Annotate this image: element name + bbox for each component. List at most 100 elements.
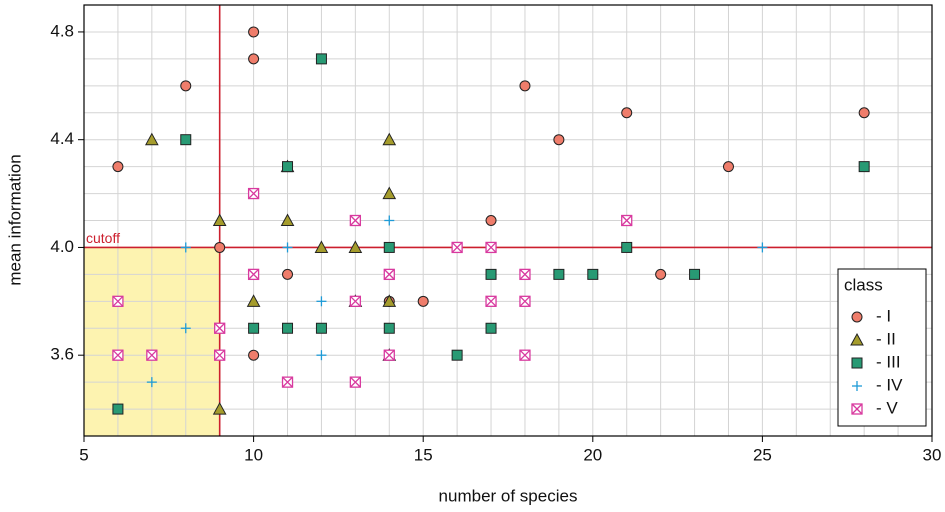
marker-shape — [246, 294, 261, 307]
data-point — [214, 322, 226, 334]
marker-shape — [112, 349, 124, 361]
marker-shape — [282, 322, 294, 334]
marker-shape — [280, 213, 295, 226]
data-point — [348, 240, 363, 253]
data-point — [349, 376, 362, 388]
data-point — [180, 134, 192, 146]
marker-shape — [519, 349, 531, 361]
marker-shape — [383, 241, 395, 253]
marker-shape — [282, 161, 294, 173]
data-point — [281, 376, 294, 388]
marker-shape — [212, 213, 227, 226]
data-point — [214, 349, 226, 361]
data-point — [247, 187, 260, 200]
marker-shape — [180, 134, 192, 146]
marker-shape — [689, 268, 701, 280]
data-point — [451, 241, 463, 254]
legend-label: - II — [876, 329, 896, 348]
legend-label: - IV — [876, 375, 903, 394]
data-point — [383, 268, 395, 281]
marker-shape — [315, 322, 327, 334]
marker-shape — [112, 403, 124, 415]
data-point — [485, 241, 497, 254]
data-point — [519, 80, 531, 92]
data-point — [655, 268, 667, 280]
marker-shape — [553, 134, 565, 146]
legend-label: - I — [876, 306, 891, 325]
data-point — [553, 268, 565, 280]
marker-shape — [621, 107, 633, 119]
data-point — [519, 268, 531, 281]
marker-shape — [383, 268, 395, 280]
marker-shape — [417, 295, 429, 307]
data-point — [180, 323, 191, 334]
data-point — [382, 132, 397, 146]
marker-shape — [382, 294, 397, 307]
data-point — [417, 295, 429, 307]
marker-shape — [212, 402, 227, 415]
data-point — [315, 322, 327, 334]
data-point — [519, 295, 531, 307]
marker-shape — [382, 186, 397, 200]
data-point — [112, 349, 124, 361]
marker-shape — [146, 349, 158, 361]
data-point — [212, 402, 227, 415]
data-point — [180, 80, 192, 92]
data-point — [858, 107, 870, 119]
marker-shape — [248, 322, 260, 334]
data-point — [316, 296, 327, 307]
data-point — [451, 349, 463, 361]
marker-shape — [858, 107, 870, 119]
marker-shape — [248, 188, 260, 200]
marker-shape — [349, 215, 361, 226]
data-point — [621, 107, 633, 119]
marker-shape — [655, 268, 667, 280]
data-point — [248, 322, 260, 334]
data-point — [485, 322, 497, 334]
legend-box — [837, 268, 927, 427]
data-point — [280, 213, 295, 226]
data-point — [485, 268, 497, 280]
legend-title: class — [844, 275, 883, 294]
data-point — [144, 132, 159, 146]
marker-shape — [383, 349, 395, 361]
marker-shape — [248, 53, 260, 65]
marker-shape — [248, 26, 260, 38]
data-point — [112, 403, 124, 415]
marker-shape — [144, 132, 159, 146]
data-point — [247, 268, 260, 281]
data-point — [282, 322, 294, 334]
data-point — [282, 268, 294, 280]
data-point — [248, 26, 260, 38]
legend-marker — [851, 357, 863, 369]
y-tick-label: 4.8 — [50, 21, 74, 40]
data-point — [485, 295, 497, 307]
marker-shape — [112, 161, 124, 173]
marker-shape — [851, 403, 863, 415]
data-point — [382, 186, 397, 200]
marker-shape — [214, 349, 226, 361]
x-axis-label: number of species — [439, 486, 578, 505]
marker-shape — [587, 268, 599, 280]
cutoff-label: cutoff — [86, 230, 120, 246]
legend-label: - V — [876, 398, 898, 417]
y-tick-label: 4.4 — [50, 129, 74, 148]
data-point — [146, 349, 158, 361]
data-point — [180, 242, 191, 253]
x-tick-label: 20 — [583, 445, 602, 464]
data-point — [621, 214, 633, 227]
marker-shape — [722, 161, 734, 173]
data-point — [553, 134, 565, 146]
data-point — [383, 241, 395, 253]
data-point — [246, 294, 261, 307]
marker-shape — [214, 322, 226, 334]
marker-shape — [485, 215, 497, 226]
marker-shape — [349, 295, 361, 307]
legend-marker — [852, 381, 862, 391]
marker-shape — [315, 53, 327, 65]
y-tick-label: 3.6 — [50, 345, 74, 364]
data-point — [349, 214, 362, 227]
data-point — [621, 241, 633, 253]
